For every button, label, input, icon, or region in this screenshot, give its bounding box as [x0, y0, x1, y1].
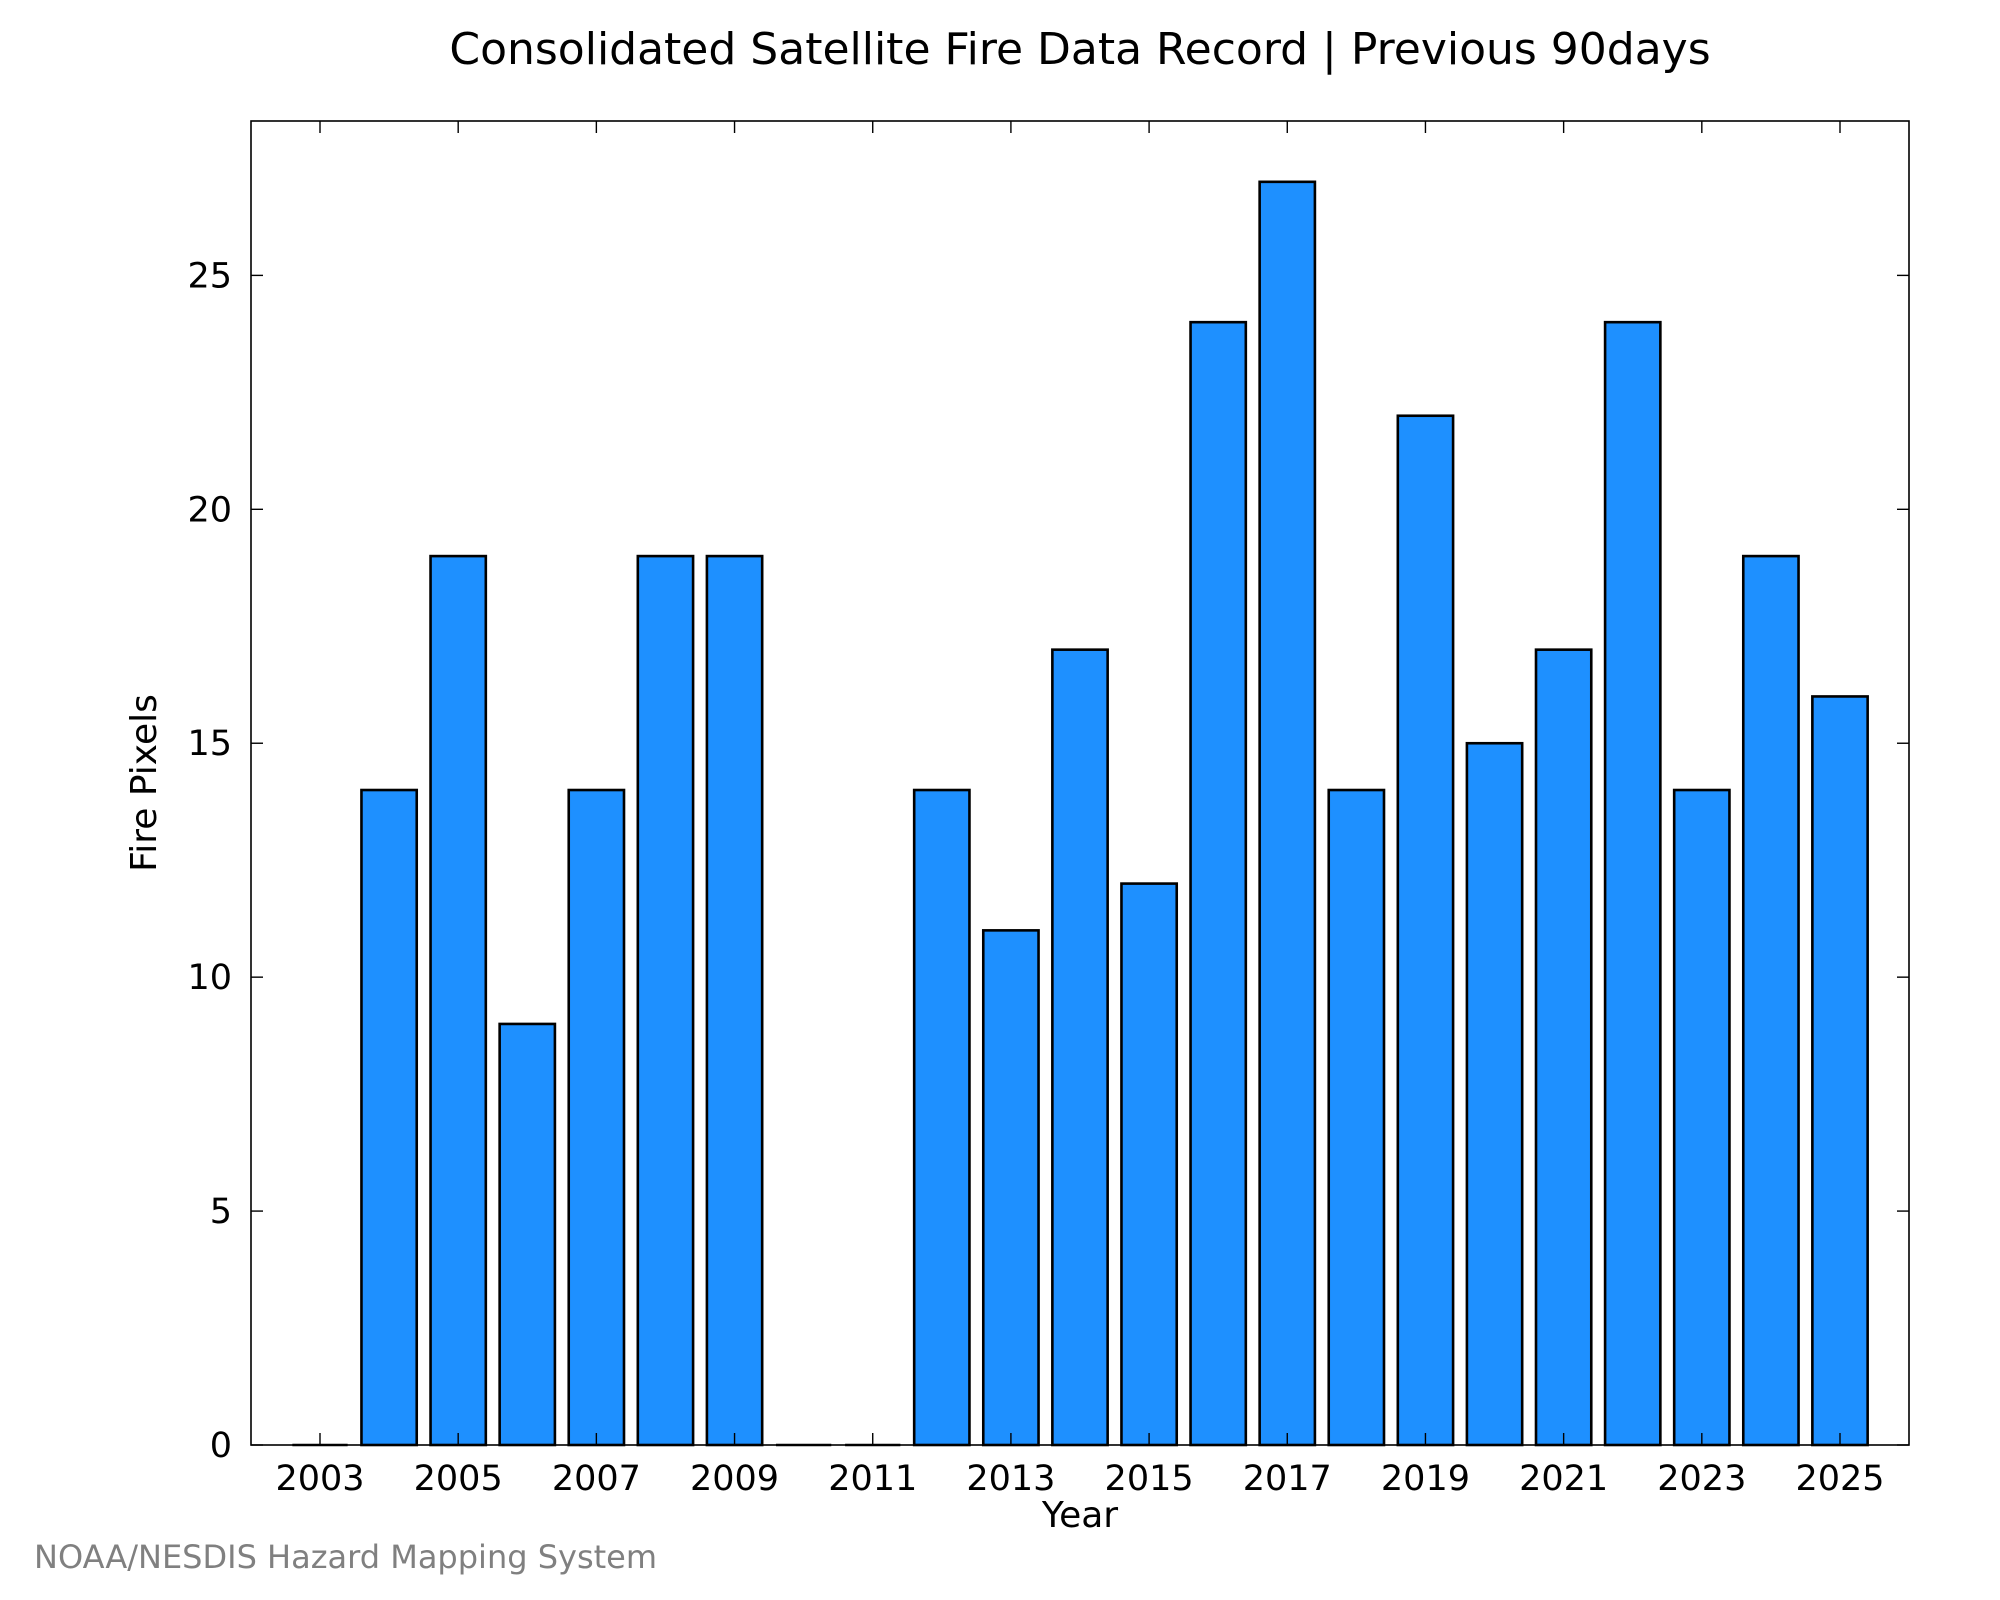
x-tick-label: 2015 — [1105, 1459, 1194, 1499]
x-tick-label: 2005 — [414, 1459, 503, 1499]
bar-2006 — [498, 1022, 557, 1447]
x-tick-label: 2023 — [1657, 1459, 1746, 1499]
y-tick-label: 25 — [187, 256, 232, 296]
y-axis-label: Fire Pixels — [124, 694, 165, 872]
x-tick-label: 2025 — [1795, 1459, 1884, 1499]
y-tick-label: 10 — [187, 958, 232, 998]
x-tick-label: 2011 — [828, 1459, 917, 1499]
bar-2005 — [429, 554, 488, 1447]
y-tick-label: 0 — [210, 1426, 232, 1466]
x-tick-label: 2019 — [1381, 1459, 1470, 1499]
bar-2021 — [1534, 648, 1593, 1447]
chart-title: Consolidated Satellite Fire Data Record … — [449, 24, 1710, 75]
bar-2023 — [1672, 788, 1731, 1447]
ticks-group: 2003 2005 2007 2009 2011 2013 2015 2017 2019 2021… — [187, 121, 1909, 1499]
bar-2015 — [1120, 882, 1179, 1447]
bar-2013 — [981, 929, 1040, 1447]
bar-2009 — [705, 554, 764, 1447]
bar-2022 — [1603, 320, 1662, 1447]
bar-2019 — [1396, 414, 1455, 1447]
plot-frame — [250, 120, 1910, 1446]
bar-2017 — [1258, 180, 1317, 1447]
x-tick-label: 2017 — [1243, 1459, 1332, 1499]
bar-2007 — [567, 788, 626, 1447]
bar-2018 — [1327, 788, 1386, 1447]
x-tick-label: 2013 — [966, 1459, 1055, 1499]
x-axis-label: Year — [1041, 1495, 1118, 1536]
bar-2025 — [1811, 695, 1869, 1447]
y-tick-label: 5 — [210, 1192, 232, 1232]
x-tick-label: 2021 — [1519, 1459, 1608, 1499]
bar-2012 — [912, 788, 971, 1447]
x-tick-label: 2007 — [552, 1459, 641, 1499]
bar-2004 — [360, 788, 419, 1447]
bars-group — [292, 180, 1869, 1447]
x-tick-label: 2009 — [690, 1459, 779, 1499]
bar-2016 — [1189, 320, 1248, 1447]
bar-2008 — [636, 554, 695, 1447]
y-tick-label: 20 — [187, 490, 232, 530]
y-tick-label: 15 — [187, 724, 232, 764]
bar-2024 — [1741, 554, 1800, 1447]
x-tick-label: 2003 — [275, 1459, 364, 1499]
bar-2014 — [1051, 648, 1109, 1447]
bar-2020 — [1465, 741, 1524, 1447]
credit-text: NOAA/NESDIS Hazard Mapping System — [34, 1538, 657, 1576]
